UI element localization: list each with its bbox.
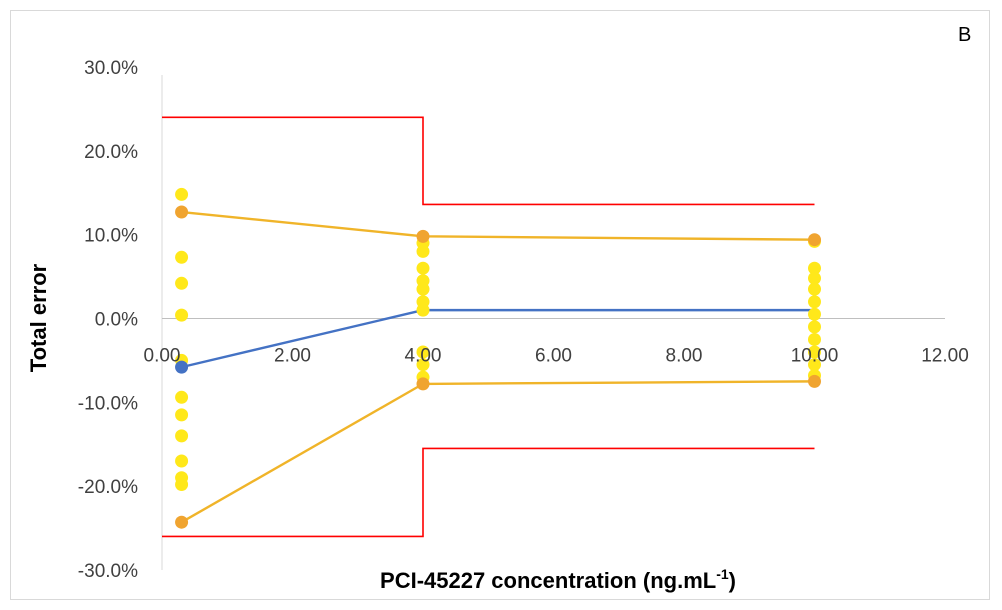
data-point: [416, 282, 430, 296]
x-tick-label: 8.00: [666, 346, 703, 367]
data-point: [808, 345, 821, 359]
data-point: [175, 429, 189, 443]
tick-labels: 30.0% 20.0% 10.0% 0.0% -10.0% -20.0% -30.0% 0.0…: [78, 58, 969, 582]
data-point: [416, 244, 430, 258]
series-line: [162, 116, 815, 206]
data-point: [416, 303, 430, 317]
data-point: [175, 408, 189, 422]
y-axis-title: Total error: [26, 263, 51, 372]
data-point: [808, 282, 821, 296]
series-marker: [175, 515, 189, 529]
data-point: [175, 390, 189, 404]
x-axis-title: PCI-45227 concentration (ng.mL-1): [380, 566, 736, 593]
x-tick-label: 0.00: [144, 346, 181, 367]
data-point: [808, 307, 821, 321]
x-tick-label: 2.00: [274, 346, 311, 367]
data-point: [175, 250, 189, 264]
x-axis-title-superscript: -1: [716, 566, 729, 582]
data-point: [808, 320, 821, 334]
series-marker: [808, 374, 821, 388]
data-point: [416, 358, 430, 372]
data-point: [175, 308, 189, 322]
data-point: [416, 261, 430, 275]
series-marker: [416, 377, 430, 391]
data-point: [175, 454, 189, 468]
y-tick-label: -20.0%: [78, 477, 138, 498]
series-marker: [808, 233, 821, 247]
data-point: [175, 477, 189, 491]
data-point: [808, 271, 821, 285]
y-tick-label: 0.0%: [95, 310, 138, 331]
x-tick-label: 4.00: [405, 346, 442, 367]
data-point: [416, 345, 430, 359]
series-marker: [175, 205, 189, 219]
chart-frame: [10, 10, 990, 600]
y-tick-label: -30.0%: [78, 561, 138, 582]
data-point: [808, 332, 821, 346]
data-point: [808, 295, 821, 309]
series-layer: [162, 116, 821, 538]
x-tick-label: 10.00: [791, 346, 839, 367]
y-tick-label: 20.0%: [84, 142, 138, 163]
y-tick-label: 10.0%: [84, 226, 138, 247]
x-tick-label: 12.00: [921, 346, 969, 367]
series-line: [181, 210, 815, 241]
gridlines: [161, 75, 945, 570]
series-line: [180, 380, 815, 524]
data-point: [175, 187, 189, 201]
data-point: [808, 358, 821, 372]
series-marker: [416, 229, 430, 243]
x-axis-title-main: PCI-45227 concentration (ng.mL: [380, 568, 716, 593]
series-line: [162, 447, 815, 538]
x-tick-label: 6.00: [535, 346, 572, 367]
data-point: [808, 261, 821, 275]
x-axis-title-suffix: ): [729, 568, 736, 593]
panel-label: B: [958, 24, 971, 46]
y-tick-label: -10.0%: [78, 393, 138, 414]
data-point: [175, 276, 189, 290]
series-marker: [175, 360, 189, 374]
y-tick-label: 30.0%: [84, 58, 138, 79]
